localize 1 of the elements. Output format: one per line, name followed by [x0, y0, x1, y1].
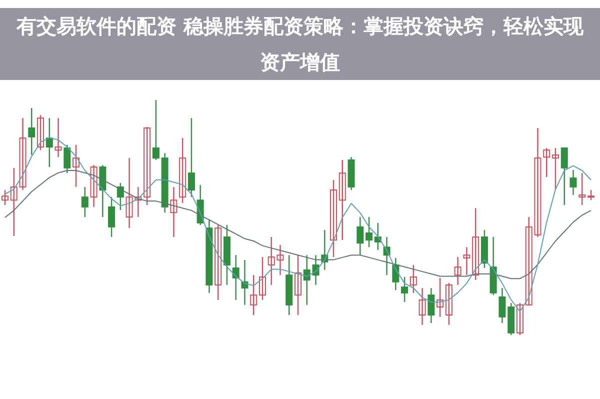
- chart-title: 有交易软件的配资 稳操胜券配资策略：掌握投资诀窍，轻松实现资产增值: [0, 8, 600, 80]
